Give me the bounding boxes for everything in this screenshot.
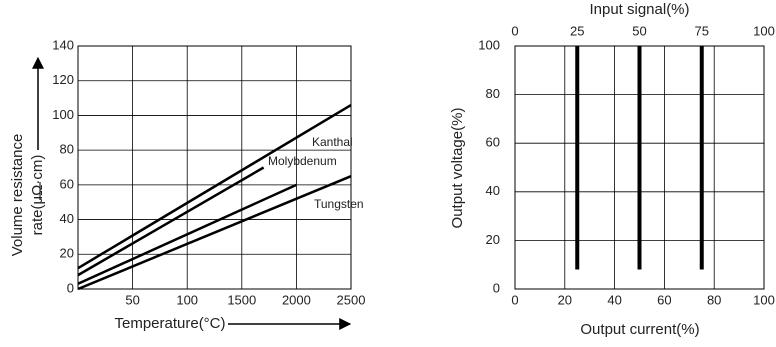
series-label: Molybdenum xyxy=(268,154,337,168)
x-tick-label: 20 xyxy=(558,292,572,307)
y-axis-title: Output voltage(%) xyxy=(449,108,466,229)
x-tick-label: 50 xyxy=(125,292,139,307)
x2-tick-label: 0 xyxy=(511,23,518,38)
series-label: Tungsten xyxy=(314,197,364,211)
y-tick-label: 60 xyxy=(486,135,500,150)
series-label: Kanthal xyxy=(312,135,353,149)
y-tick-label: 0 xyxy=(493,280,500,295)
y-tick-label: 120 xyxy=(52,72,74,87)
y-tick-label: 20 xyxy=(60,246,74,261)
y-tick-label: 40 xyxy=(60,211,74,226)
x-axis-title: Temperature(°C) xyxy=(114,315,225,332)
x-tick-label: 60 xyxy=(657,292,671,307)
x-tick-label: 40 xyxy=(607,292,621,307)
y-axis-title: Volume resistance xyxy=(9,134,26,257)
y-tick-label: 100 xyxy=(478,37,500,52)
y-tick-label: 80 xyxy=(486,86,500,101)
x-tick-label: 2500 xyxy=(337,292,366,307)
series-line xyxy=(77,175,352,291)
x-tick-label: 100 xyxy=(176,292,198,307)
x2-tick-label: 25 xyxy=(570,23,584,38)
y-axis-title: rate(μΩ·cm) xyxy=(29,155,46,236)
x2-axis-title: Input signal(%) xyxy=(589,1,689,18)
x-axis-title: Output current(%) xyxy=(580,321,699,338)
x2-tick-label: 75 xyxy=(695,23,709,38)
x-tick-label: 2000 xyxy=(282,292,311,307)
y-tick-label: 0 xyxy=(67,280,74,295)
x-tick-label: 100 xyxy=(753,292,775,307)
y-tick-label: 20 xyxy=(486,232,500,247)
y-tick-label: 100 xyxy=(52,107,74,122)
x2-tick-label: 100 xyxy=(753,23,775,38)
y-tick-label: 80 xyxy=(60,142,74,157)
x-tick-label: 0 xyxy=(511,292,518,307)
x2-tick-label: 50 xyxy=(632,23,646,38)
series-line xyxy=(77,183,297,285)
x-tick-label: 1500 xyxy=(227,292,256,307)
y-tick-label: 40 xyxy=(486,183,500,198)
series-line xyxy=(77,166,265,277)
series-line xyxy=(77,103,352,270)
y-tick-label: 60 xyxy=(60,176,74,191)
x-tick-label: 80 xyxy=(707,292,721,307)
y-tick-label: 140 xyxy=(52,37,74,52)
